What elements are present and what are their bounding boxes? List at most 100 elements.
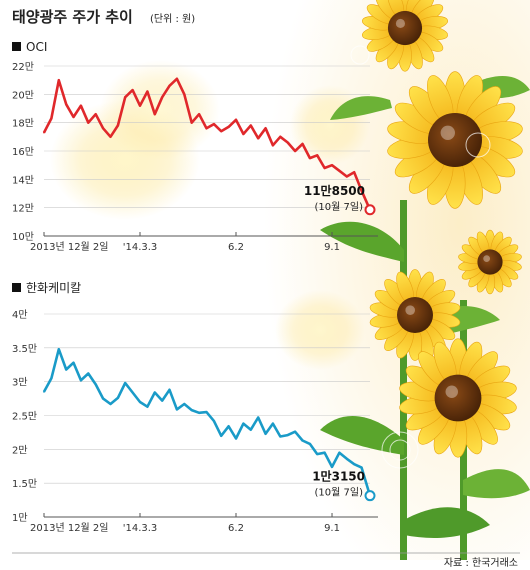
data-point: [249, 124, 252, 127]
data-point: [161, 96, 164, 99]
y-tick-label: 1만: [12, 512, 28, 524]
data-point: [316, 453, 319, 455]
x-tick-label: '14.3.3: [123, 523, 158, 534]
data-point: [43, 131, 45, 134]
leaf: [330, 96, 392, 120]
data-point: [72, 361, 75, 364]
y-tick-label: 10만: [12, 231, 34, 243]
sunflower-head: [369, 269, 461, 361]
data-point: [183, 93, 186, 96]
data-point: [43, 390, 45, 393]
data-point: [57, 348, 60, 351]
chart-2-title: 한화케미칼: [26, 281, 81, 295]
data-point: [205, 411, 208, 414]
end-date-label: (10월 7일): [315, 201, 364, 213]
data-point: [153, 113, 156, 116]
data-point: [353, 171, 356, 174]
source-note: 자료 : 한국거래소: [444, 557, 518, 569]
flower-center: [434, 374, 482, 422]
data-point: [109, 135, 112, 138]
data-point: [87, 372, 90, 375]
data-point: [279, 135, 282, 138]
sunflower-illustration: [320, 0, 530, 560]
data-point: [331, 466, 333, 468]
y-tick-label: 3.5만: [12, 343, 37, 355]
data-point: [316, 154, 319, 157]
y-tick-label: 1.5만: [12, 478, 37, 490]
x-tick-label: '14.3.3: [123, 242, 158, 253]
data-point: [227, 126, 230, 128]
flower-center: [477, 249, 503, 275]
y-tick-label: 20만: [12, 89, 34, 101]
data-point: [109, 403, 112, 405]
end-marker: [364, 204, 376, 216]
data-point: [183, 403, 186, 405]
data-point: [257, 416, 260, 419]
sparkle-ring: [465, 132, 491, 158]
data-point: [116, 124, 119, 127]
data-point: [139, 104, 141, 107]
flower-center: [397, 297, 433, 333]
data-point: [50, 117, 53, 120]
data-point: [323, 451, 326, 454]
data-point: [235, 437, 237, 440]
data-point: [94, 113, 97, 116]
data-point: [205, 127, 208, 130]
data-point: [80, 104, 82, 107]
flower-stem: [400, 200, 407, 560]
chart-title: 태양광주 주가 추이: [12, 8, 133, 26]
data-point: [168, 388, 171, 391]
data-point: [124, 382, 127, 384]
data-point: [80, 379, 82, 382]
data-point: [220, 130, 223, 133]
sparkle-ring: [381, 431, 419, 469]
data-point: [198, 411, 200, 414]
y-tick-label: 3만: [12, 377, 28, 389]
data-point: [294, 430, 296, 433]
data-point: [168, 84, 171, 87]
data-point: [353, 463, 356, 466]
sparkle-ring: [350, 45, 370, 65]
data-point: [294, 150, 296, 152]
leaf: [463, 469, 530, 499]
data-point: [65, 103, 68, 106]
data-point: [212, 123, 215, 125]
data-point: [345, 457, 348, 460]
sunflower-head: [361, 0, 449, 72]
end-value-label: 11만8500: [304, 183, 365, 198]
section-marker: [12, 283, 21, 292]
light-glow: [275, 290, 365, 370]
x-tick-label: 2013년 12월 2일: [30, 241, 109, 253]
data-point: [257, 137, 260, 140]
x-tick-label: 6.2: [228, 242, 244, 253]
sunflower-head: [387, 71, 523, 209]
y-tick-label: 18만: [12, 118, 34, 130]
unit-note: (단위 : 원): [150, 12, 195, 25]
data-point: [124, 96, 127, 99]
data-point: [264, 432, 267, 435]
y-tick-label: 2만: [12, 444, 28, 456]
data-point: [212, 420, 215, 422]
end-marker: [364, 490, 376, 502]
y-tick-label: 2.5만: [12, 411, 37, 423]
data-point: [198, 113, 200, 116]
x-tick-label: 2013년 12월 2일: [30, 522, 109, 534]
data-point: [272, 422, 274, 425]
data-point: [272, 144, 274, 147]
flower-center: [428, 113, 482, 167]
data-point: [227, 425, 230, 428]
data-point: [279, 435, 282, 438]
sunflower-head: [458, 229, 522, 295]
highlight: [445, 385, 459, 399]
data-point: [308, 157, 311, 159]
chart-1-title: OCI: [26, 40, 47, 54]
data-point: [220, 434, 223, 437]
y-tick-label: 12만: [12, 203, 34, 215]
data-point: [72, 116, 75, 118]
flower-center: [387, 10, 423, 46]
end-date-label: (10월 7일): [315, 487, 364, 499]
data-point: [242, 133, 245, 135]
data-point: [94, 383, 97, 386]
